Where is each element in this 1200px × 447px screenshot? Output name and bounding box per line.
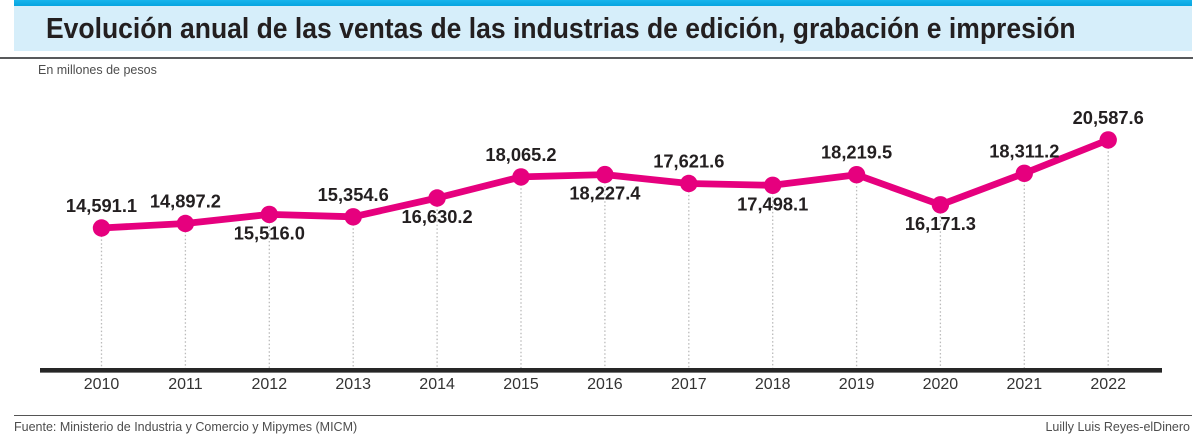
svg-text:2015: 2015 xyxy=(503,376,539,393)
svg-text:2014: 2014 xyxy=(419,376,455,393)
svg-text:2021: 2021 xyxy=(1007,376,1043,393)
svg-text:16,171.3: 16,171.3 xyxy=(905,213,976,234)
svg-text:2019: 2019 xyxy=(839,376,875,393)
svg-text:15,354.6: 15,354.6 xyxy=(318,184,389,205)
svg-text:2017: 2017 xyxy=(671,376,707,393)
svg-text:17,621.6: 17,621.6 xyxy=(653,151,724,172)
svg-text:16,630.2: 16,630.2 xyxy=(402,206,473,227)
svg-text:18,311.2: 18,311.2 xyxy=(989,140,1059,161)
svg-text:18,219.5: 18,219.5 xyxy=(821,142,892,163)
svg-text:2010: 2010 xyxy=(84,376,120,393)
svg-text:2022: 2022 xyxy=(1090,376,1126,393)
svg-text:2012: 2012 xyxy=(252,376,288,393)
svg-text:2013: 2013 xyxy=(335,376,371,393)
svg-text:17,498.1: 17,498.1 xyxy=(737,193,808,214)
svg-text:2011: 2011 xyxy=(168,376,203,393)
svg-text:20,587.6: 20,587.6 xyxy=(1073,107,1144,128)
svg-text:15,516.0: 15,516.0 xyxy=(234,222,305,243)
svg-text:18,227.4: 18,227.4 xyxy=(569,183,641,204)
svg-text:14,591.1: 14,591.1 xyxy=(66,195,137,216)
svg-text:2020: 2020 xyxy=(923,376,959,393)
svg-text:2016: 2016 xyxy=(587,376,623,393)
svg-text:2018: 2018 xyxy=(755,376,791,393)
svg-text:14,897.2: 14,897.2 xyxy=(150,191,221,212)
svg-text:18,065.2: 18,065.2 xyxy=(485,144,556,165)
